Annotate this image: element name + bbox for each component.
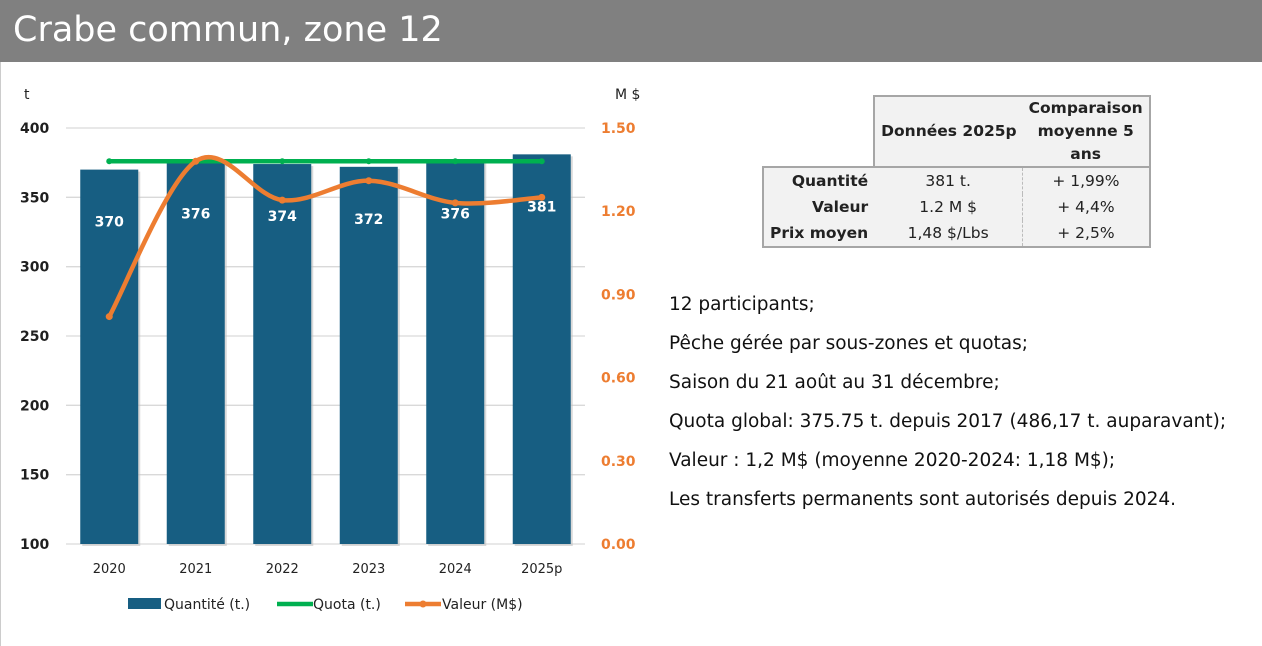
summary-table: Données 2025p Comparaison moyenne 5 ans … (762, 95, 1151, 248)
right-tick-label: 0.60 (601, 371, 636, 387)
right-tick-label: 1.50 (601, 121, 636, 137)
right-tick-label: 0.90 (601, 287, 636, 303)
row-comparison: + 1,99% (1022, 167, 1150, 194)
left-tick-label: 350 (20, 190, 49, 206)
bar-data-label: 372 (354, 212, 383, 228)
x-tick-label: 2023 (352, 562, 385, 577)
note-item: Pêche gérée par sous-zones et quotas; (669, 333, 1028, 354)
table-row: Prix moyen 1,48 $/Lbs + 2,5% (763, 220, 1150, 247)
page-title: Crabe commun, zone 12 (13, 10, 443, 50)
left-tick-label: 100 (20, 537, 49, 553)
x-tick-label: 2022 (266, 562, 299, 577)
bar-data-label: 374 (268, 209, 297, 225)
row-comparison: + 4,4% (1022, 194, 1150, 220)
note-item: Saison du 21 août au 31 décembre; (669, 372, 1000, 393)
note-item: 12 participants; (669, 294, 815, 315)
divider (0, 62, 1, 646)
value-point (451, 199, 459, 207)
right-tick-label: 0.30 (601, 454, 636, 470)
left-tick-label: 150 (20, 468, 49, 484)
table-row: Quantité 381 t. + 1,99% (763, 167, 1150, 194)
legend-swatch-quantity (128, 598, 161, 609)
notes-list: 12 participants; Pêche gérée par sous-zon… (669, 285, 1226, 519)
bar (166, 161, 225, 544)
bar (512, 154, 571, 544)
x-tick-label: 2020 (93, 562, 126, 577)
row-label: Quantité (763, 167, 875, 194)
note-item: Les transferts permanents sont autorisés… (669, 489, 1177, 510)
row-value: 381 t. (874, 167, 1024, 194)
value-point (365, 177, 373, 185)
left-tick-label: 400 (20, 121, 49, 137)
quota-point (365, 158, 372, 165)
x-tick-label: 2021 (179, 562, 212, 577)
left-axis-unit: t (24, 87, 30, 103)
legend-label-value: Valeur (M$) (442, 597, 523, 613)
right-tick-label: 1.20 (601, 204, 636, 220)
legend-label-quantity: Quantité (t.) (164, 597, 250, 613)
bar (339, 166, 398, 544)
value-point (278, 196, 286, 204)
right-tick-label: 0.00 (601, 537, 636, 553)
legend-marker-value (419, 600, 427, 608)
row-value: 1.2 M $ (874, 194, 1024, 220)
bar (80, 169, 139, 544)
bar-data-label: 376 (441, 206, 470, 222)
title-bar: Crabe commun, zone 12 (0, 0, 1262, 62)
bar-data-label: 370 (95, 215, 124, 231)
quota-point (279, 158, 286, 165)
table-header-comparison: Comparaison moyenne 5 ans (1022, 95, 1151, 168)
table-row: Valeur 1.2 M $ + 4,4% (763, 194, 1150, 220)
x-tick-label: 2024 (439, 562, 472, 577)
right-axis-unit: M $ (615, 87, 640, 103)
value-point (105, 313, 113, 321)
left-tick-label: 250 (20, 329, 49, 345)
x-tick-label: 2025p (521, 562, 562, 577)
bar-data-label: 376 (181, 206, 210, 222)
row-value: 1,48 $/Lbs (874, 220, 1024, 247)
quota-point (106, 158, 113, 165)
row-label: Valeur (763, 194, 875, 220)
bar (426, 161, 485, 544)
note-item: Quota global: 375.75 t. depuis 2017 (486… (669, 411, 1227, 432)
left-tick-label: 300 (20, 260, 49, 276)
left-tick-label: 200 (20, 398, 49, 414)
chart: 100 150 200 250 300 350 400 0.00 0.30 0.60 0.90 1.2… (20, 87, 640, 613)
row-comparison: + 2,5% (1022, 220, 1150, 247)
table-header-data: Données 2025p (873, 95, 1023, 168)
legend-label-quota: Quota (t.) (313, 597, 381, 613)
quota-point (452, 158, 459, 165)
bar (253, 164, 312, 544)
row-label: Prix moyen (763, 220, 875, 247)
note-item: Valeur : 1,2 M$ (moyenne 2020-2024: 1,18… (669, 450, 1116, 471)
value-point (538, 193, 546, 201)
value-point (192, 157, 200, 165)
bar-data-label: 381 (527, 199, 556, 215)
quota-point (538, 158, 545, 165)
